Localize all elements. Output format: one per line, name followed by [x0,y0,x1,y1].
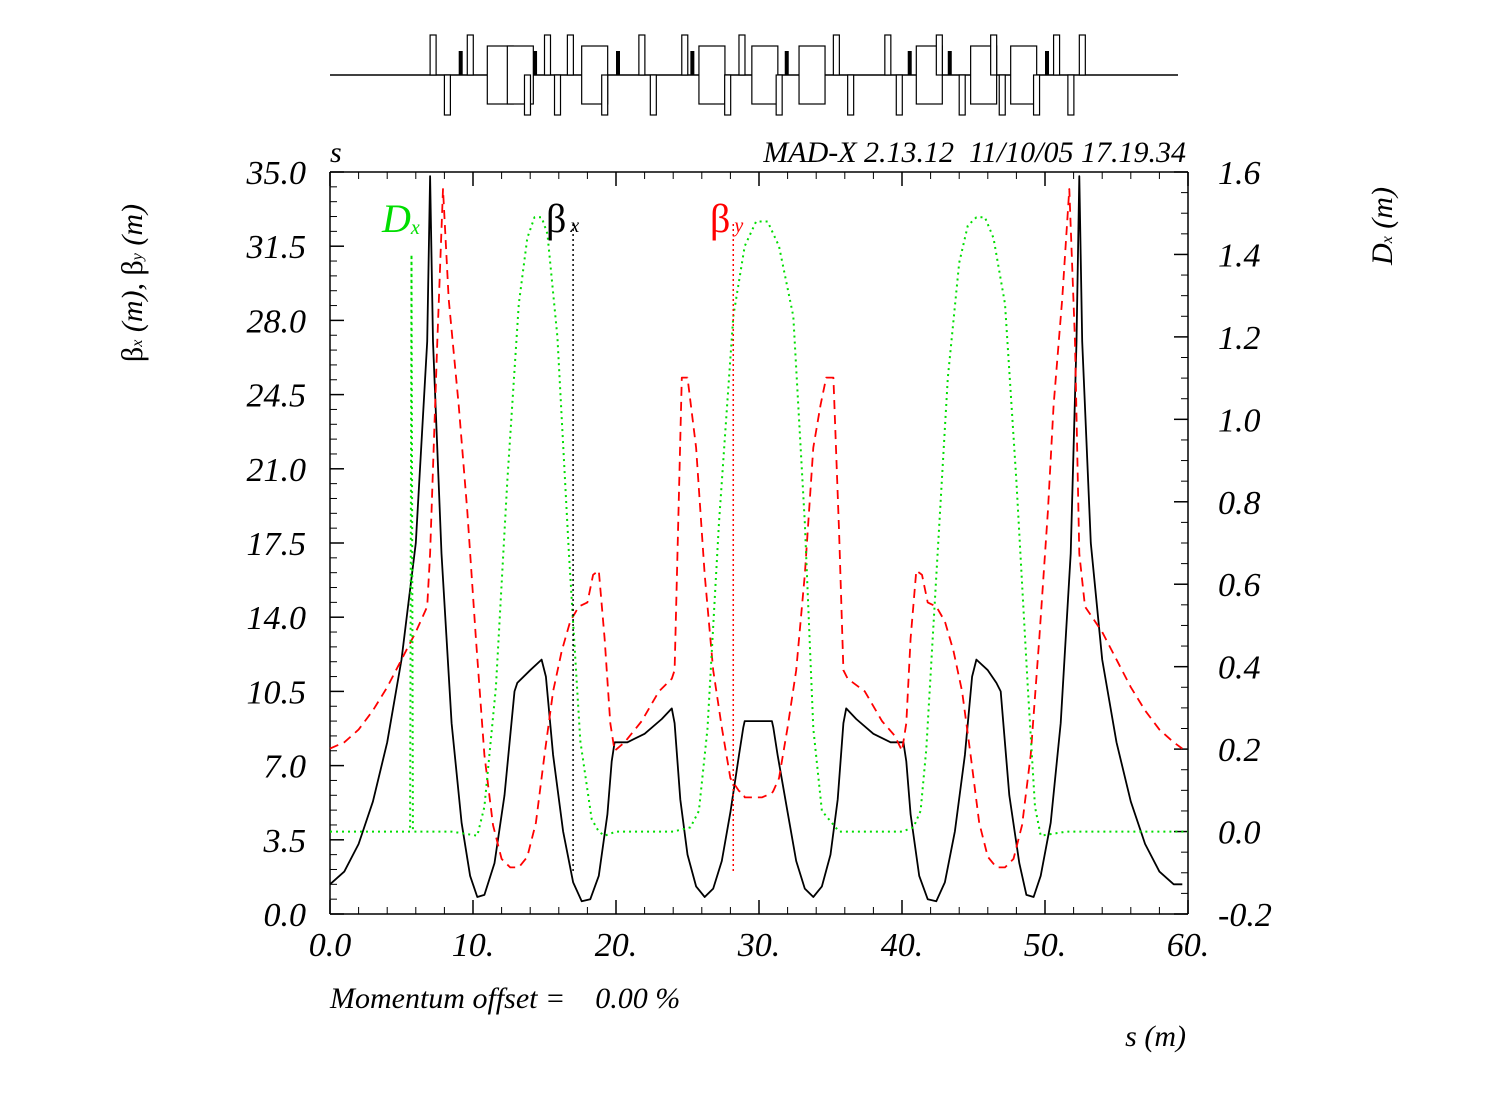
lattice-dipole [798,45,826,105]
lattice-dipole [751,45,779,105]
y-left-tick-label: 31.5 [246,229,307,266]
y-left-label: βx (m), βy (m) [116,204,149,362]
lattice-sextupole [1045,51,1049,75]
x-tick-label: 40. [881,927,924,964]
legend-bx-main: β [546,196,566,241]
x-tick-label: 0.0 [309,927,352,964]
y-left-tick-label: 28.0 [247,303,307,340]
legend-bx-sub: x [569,215,579,237]
lattice-dipole [1010,45,1038,105]
x-tick-label: 50. [1024,927,1067,964]
lattice-quad-defocusing [649,74,657,116]
lattice-quad-focusing [566,34,574,76]
yl-mid1: (m), [116,276,149,340]
data-series [329,175,1188,903]
yl-beta1: β [116,347,149,362]
yl-mid2: (m) [116,204,149,253]
momentum-offset: Momentum offset = 0.00 % [329,982,680,1015]
lattice-sextupole [533,51,538,75]
program-stamp: MAD-X 2.13.12 11/10/05 17.19.34 [762,136,1186,169]
y-left-tick-label: 17.5 [247,526,307,563]
y-left-tick-label: 14.0 [247,600,307,637]
lattice-quad-defocusing [1032,74,1041,116]
legend-by-sub: y [732,215,743,237]
yr-sub: x [1379,236,1396,244]
y-left-tick-label: 7.0 [264,749,307,786]
lattice-quad-focusing [935,34,943,76]
yl-sub1: x [129,340,146,348]
lattice-layout [330,34,1178,116]
lattice-quad-focusing [543,34,552,76]
x-tick-label: 30. [737,927,781,964]
y-right-tick-label: 0.2 [1218,732,1261,769]
y-right-tick-label: 0.0 [1218,815,1261,852]
lattice-sextupole [907,51,912,75]
lattice-sextupole [690,51,695,75]
lattice-quad-focusing [832,34,840,76]
legend-by-main: β [710,196,730,241]
x-tick-label: 20. [595,927,638,964]
y-right-tick-label: 0.8 [1218,485,1261,522]
lattice-sextupole [616,51,620,75]
axis-ticks: 0.0 10. 20. 30. 40. 50. 60. 0.0 3.5 7.0 10.5 14.0 17… [246,155,1272,964]
legend-dx-main: D [381,196,411,241]
yr-d: D [1366,243,1399,266]
y-left-tick-label: 0.0 [264,897,307,934]
lattice-quad-defocusing [443,74,451,116]
lattice-quad-focusing [738,34,746,76]
y-right-tick-label: 0.6 [1218,567,1261,604]
y-left-tick-label: 21.0 [247,452,307,489]
y-right-tick-label: 1.4 [1218,237,1261,274]
lattice-quad-defocusing [553,74,562,116]
y-left-tick-label: 3.5 [263,823,307,860]
lattice-quad-defocusing [895,74,903,116]
lattice-sextupole [458,51,463,75]
corner-s-label: s [330,136,342,169]
y-right-tick-label: -0.2 [1218,897,1272,934]
lattice-sextupole [784,51,789,75]
lattice-quad-defocusing [724,74,732,116]
y-right-tick-label: 1.0 [1218,402,1261,439]
lattice-quad-defocusing [958,74,966,116]
lattice-quad-defocusing [847,74,855,116]
yl-sub2: y [129,252,146,262]
x-tick-label: 60. [1167,927,1210,964]
lattice-dipole [698,45,726,105]
y-left-tick-label: 10.5 [247,674,307,711]
x-axis-label: s (m) [1125,1020,1186,1053]
series-βx [329,175,1183,903]
lattice-quad-defocusing [601,74,609,116]
lattice-quad-defocusing [523,74,532,116]
y-left-tick-label: 35.0 [246,155,307,192]
y-right-label: Dx (m) [1366,187,1399,266]
y-left-tick-label: 24.5 [247,378,307,415]
lattice-quad-focusing [638,34,646,76]
lattice-quad-defocusing [775,74,783,116]
y-right-tick-label: 1.2 [1218,320,1261,357]
series-βy [329,188,1183,869]
lattice-quad-defocusing [1067,74,1075,116]
yr-unit: (m) [1366,187,1399,236]
y-right-tick-label: 1.6 [1218,155,1261,192]
lattice-quad-focusing [1078,34,1086,76]
lattice-quad-focusing [429,34,437,76]
lattice-quad-focusing [681,34,689,76]
lattice-quad-focusing [884,34,892,76]
yl-beta2: β [116,260,149,275]
legend-dx-sub: x [410,217,420,239]
y-right-tick-label: 0.4 [1218,650,1261,687]
lattice-quad-defocusing [998,74,1006,116]
lattice-quad-focusing [466,34,474,76]
legend-dx: Dx [381,196,420,241]
lattice-sextupole [947,51,952,75]
lattice-quad-focusing [1052,34,1061,76]
x-tick-label: 10. [452,927,495,964]
lattice-quad-focusing [990,34,998,76]
